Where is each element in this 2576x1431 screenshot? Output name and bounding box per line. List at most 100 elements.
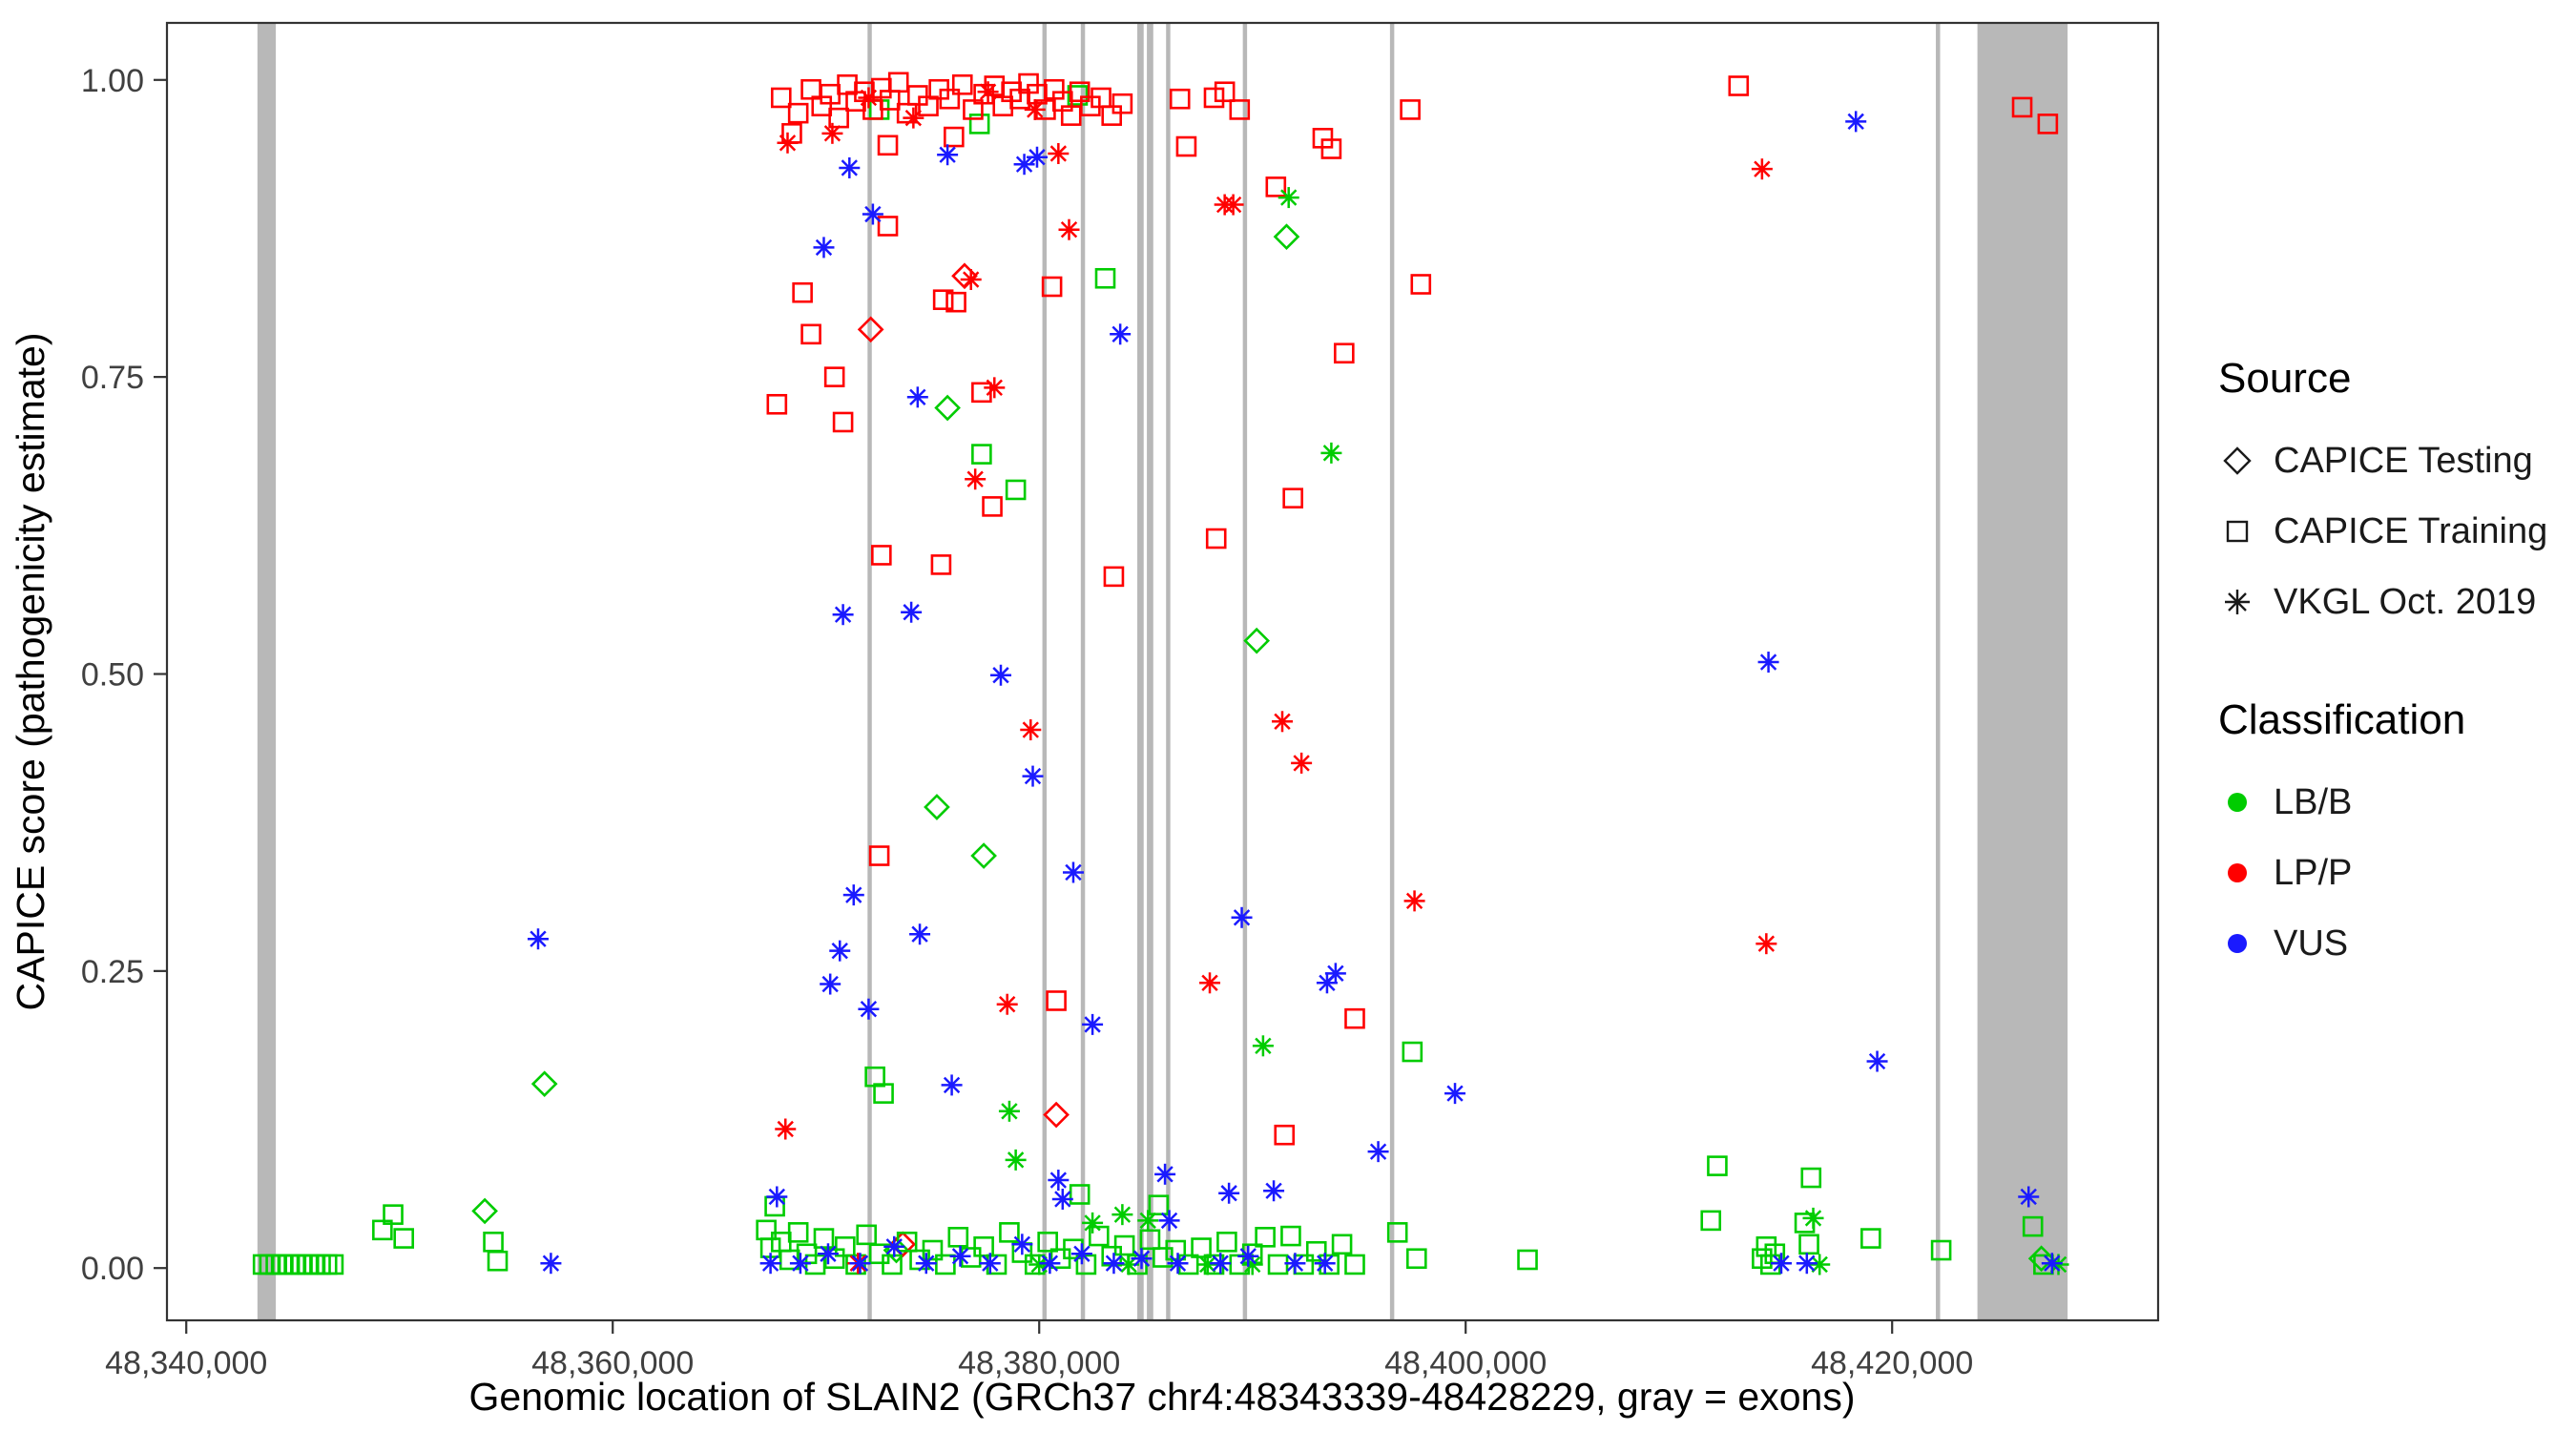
red-dot-icon	[2218, 854, 2256, 892]
data-point-asterisk	[909, 923, 931, 945]
data-point-square	[922, 1239, 944, 1261]
x-tick-label: 48,400,000	[1384, 1345, 1547, 1381]
data-point-asterisk	[1324, 963, 1346, 985]
data-point-square	[1165, 1239, 1187, 1261]
data-point-square	[1410, 274, 1432, 295]
data-point-square	[1400, 99, 1421, 120]
data-point-asterisk	[1167, 1253, 1189, 1275]
legend-classification-title: Classification	[2218, 696, 2466, 743]
legend-source-title: Source	[2218, 355, 2352, 402]
data-point-square	[999, 1222, 1020, 1243]
data-point-asterisk	[949, 1245, 971, 1267]
data-point-asterisk	[901, 601, 923, 623]
data-point-asterisk	[1039, 1253, 1061, 1275]
exon-band	[867, 23, 872, 1320]
panel-border	[165, 21, 2160, 1322]
data-point-asterisk	[977, 81, 999, 103]
data-point-square	[813, 1228, 835, 1249]
data-point-asterisk	[1058, 218, 1080, 240]
legend-item-capice-testing: CAPICE Testing	[2218, 425, 2547, 496]
exon-band	[1137, 23, 1144, 1320]
data-point-square	[887, 72, 909, 93]
data-point-asterisk	[839, 156, 861, 178]
data-point-square	[868, 845, 890, 866]
data-point-asterisk	[1802, 1207, 1824, 1229]
data-point-asterisk	[842, 884, 864, 906]
data-point-asterisk	[883, 1235, 905, 1257]
legend-source-group: Source CAPICE Testing CAPICE Training	[2218, 355, 2547, 637]
data-point-diamond	[1273, 223, 1300, 251]
data-point-asterisk	[858, 87, 880, 109]
data-point-asterisk	[965, 468, 987, 490]
y-tick-label: 0.00	[81, 1251, 144, 1287]
x-tick-label: 48,340,000	[105, 1345, 267, 1381]
data-point-square	[832, 411, 854, 433]
data-point-asterisk	[1284, 1253, 1306, 1275]
data-point-square	[383, 1204, 404, 1225]
data-point-square	[787, 1222, 809, 1243]
data-point-asterisk	[862, 203, 883, 225]
data-point-square	[766, 393, 788, 415]
x-tick-label: 48,380,000	[958, 1345, 1120, 1381]
data-point-asterisk	[1013, 154, 1035, 176]
data-point-square	[393, 1228, 414, 1249]
exon-band	[257, 23, 277, 1320]
data-point-asterisk	[1314, 1253, 1336, 1275]
data-point-square	[945, 291, 966, 313]
exon-band	[1242, 23, 1248, 1320]
data-point-diamond	[1043, 1101, 1070, 1129]
data-point-square	[1216, 1232, 1237, 1253]
data-point-square	[1103, 566, 1125, 588]
data-point-square	[284, 1254, 306, 1275]
data-point-diamond	[1243, 627, 1271, 654]
data-point-asterisk	[1444, 1083, 1466, 1105]
y-tick-label: 1.00	[81, 63, 144, 99]
y-tick-label: 0.75	[81, 360, 144, 396]
data-point-square	[823, 1248, 845, 1270]
data-point-square	[873, 1083, 894, 1104]
data-point-square	[322, 1254, 344, 1275]
data-point-asterisk	[1199, 972, 1221, 994]
exon-band	[1147, 23, 1153, 1320]
y-axis-title: CAPICE score (pathogenicity estimate)	[9, 333, 52, 1011]
data-point-asterisk	[1005, 1149, 1027, 1171]
data-point-diamond	[471, 1197, 498, 1225]
legend-item-label: VKGL Oct. 2019	[2274, 581, 2537, 622]
data-point-square	[1798, 1234, 1819, 1255]
data-point-square	[1331, 1234, 1353, 1255]
data-point-square	[896, 102, 918, 124]
y-tick-label: 0.25	[81, 954, 144, 990]
green-dot-icon	[2218, 783, 2256, 821]
data-point-square	[1265, 176, 1287, 197]
data-point-asterisk	[832, 604, 854, 626]
data-point-asterisk	[1026, 146, 1048, 168]
data-point-asterisk	[1210, 1253, 1232, 1275]
data-point-square	[770, 87, 792, 109]
data-point-asterisk	[2018, 1186, 2040, 1208]
data-point-asterisk	[979, 1253, 1001, 1275]
data-point-asterisk	[817, 1243, 839, 1265]
data-point-square	[1406, 1248, 1427, 1270]
data-point-square	[1046, 990, 1067, 1011]
data-point-square	[1113, 1234, 1135, 1256]
data-point-square	[2022, 1215, 2044, 1237]
legend-item-lbb: LB/B	[2218, 767, 2547, 838]
data-point-asterisk	[1048, 142, 1070, 164]
data-point-asterisk	[998, 1100, 1020, 1122]
data-point-square	[1344, 1254, 1365, 1275]
data-point-asterisk	[1757, 652, 1779, 674]
data-point-asterisk	[821, 122, 843, 144]
data-point-asterisk	[1070, 1243, 1092, 1265]
data-point-square	[303, 1254, 325, 1275]
data-point-diamond	[530, 1070, 558, 1097]
data-point-square	[918, 95, 939, 116]
data-point-square	[930, 554, 952, 575]
exon-bands	[257, 23, 2068, 1320]
legend-item-vus: VUS	[2218, 908, 2547, 979]
legend-classification-group: Classification LB/B LP/P VUS	[2218, 696, 2547, 979]
data-point-asterisk	[1131, 1248, 1153, 1270]
data-point-square	[951, 73, 973, 95]
diamond-icon	[2218, 442, 2256, 480]
data-point-asterisk	[829, 940, 851, 962]
data-point-square	[316, 1254, 338, 1275]
